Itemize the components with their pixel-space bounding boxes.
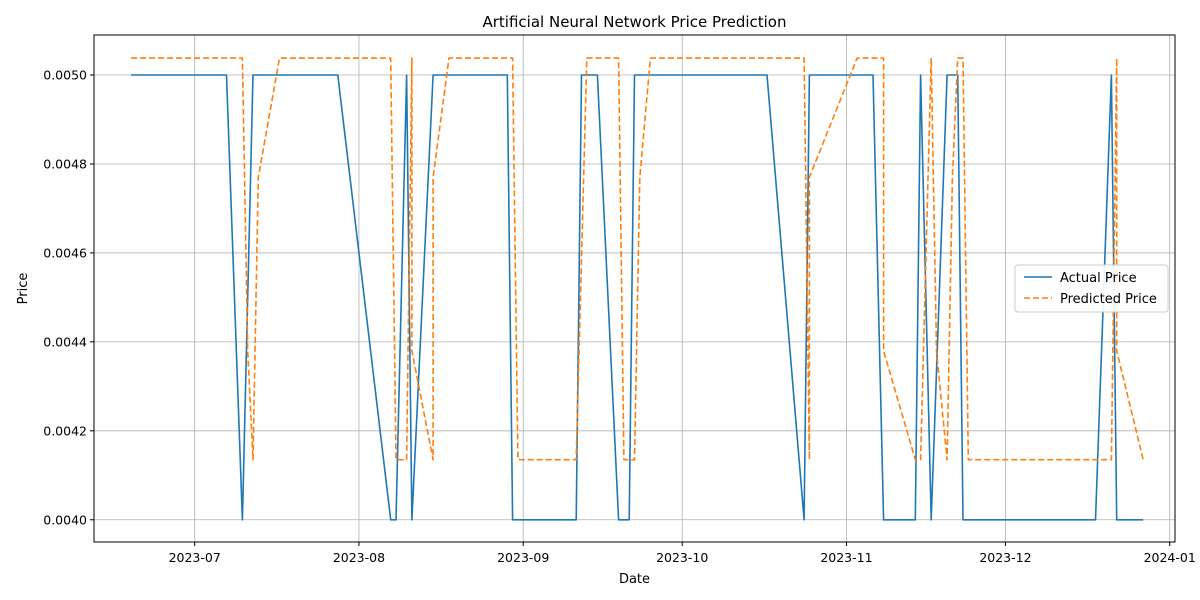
series-line-actual-price bbox=[131, 74, 1144, 521]
series-line-predicted-price bbox=[131, 57, 1144, 461]
x-tick-label: 2023-11 bbox=[820, 550, 872, 565]
y-tick-label: 0.0042 bbox=[43, 423, 87, 438]
x-axis-label: Date bbox=[619, 572, 650, 587]
y-axis: 0.0040 0.0042 0.0044 0.0046 0.0048 0.0050 bbox=[43, 68, 94, 527]
legend-box bbox=[1014, 264, 1169, 313]
series-layer bbox=[131, 57, 1144, 521]
grid-layer bbox=[94, 35, 1175, 542]
chart-title: Artificial Neural Network Price Predicti… bbox=[483, 13, 787, 31]
x-tick-label: 2023-07 bbox=[169, 550, 221, 565]
y-tick-label: 0.0050 bbox=[43, 68, 87, 83]
y-tick-label: 0.0044 bbox=[43, 334, 87, 349]
legend: Actual Price Predicted Price bbox=[1014, 264, 1169, 313]
y-tick-label: 0.0046 bbox=[43, 245, 87, 260]
x-tick-label: 2023-10 bbox=[656, 550, 708, 565]
x-tick-label: 2024-01 bbox=[1144, 550, 1196, 565]
plot-frame bbox=[93, 34, 1176, 543]
x-tick-label: 2023-08 bbox=[333, 550, 385, 565]
y-axis-label: Price bbox=[16, 273, 31, 305]
legend-label-predicted-price: Predicted Price bbox=[1060, 292, 1157, 307]
y-tick-label: 0.0048 bbox=[43, 156, 87, 171]
legend-label-actual-price: Actual Price bbox=[1060, 271, 1137, 286]
x-axis: 2023-07 2023-08 2023-09 2023-10 2023-11 2023-… bbox=[169, 542, 1196, 565]
x-tick-label: 2023-09 bbox=[497, 550, 549, 565]
x-tick-label: 2023-12 bbox=[979, 550, 1031, 565]
y-tick-label: 0.0040 bbox=[43, 512, 87, 527]
